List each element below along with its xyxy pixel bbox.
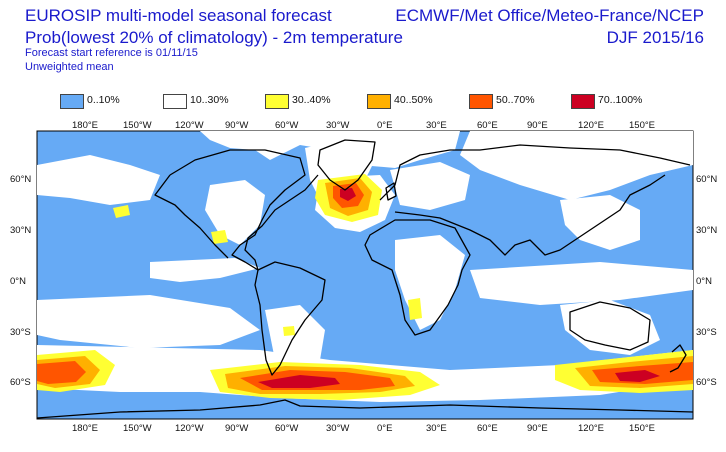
legend-swatch xyxy=(60,94,84,109)
longitude-label-bottom: 30°W xyxy=(326,423,350,434)
longitude-label-bottom: 120°E xyxy=(578,423,604,434)
longitude-label-top: 30°E xyxy=(426,120,447,131)
yellow-patch-3 xyxy=(408,298,422,320)
longitude-label-bottom: 0°E xyxy=(377,423,393,434)
coastline-new-zealand xyxy=(669,344,687,373)
longitude-label-bottom: 60°E xyxy=(477,423,498,434)
latitude-label-right: 30°N xyxy=(696,225,718,236)
dark-red-south-atlantic xyxy=(258,375,340,388)
longitude-label-bottom: 180°E xyxy=(72,423,98,434)
region-eastern-equatorial-pacific xyxy=(150,258,260,282)
region-70-100 xyxy=(258,188,660,388)
longitude-label-top: 180°E xyxy=(72,120,98,131)
longitude-label-top: 90°W xyxy=(225,120,249,131)
longitude-label-bottom: 120°W xyxy=(175,423,204,434)
legend-swatch xyxy=(163,94,187,109)
coastline-africa xyxy=(364,219,471,336)
longitude-label-top: 120°E xyxy=(578,120,604,131)
map-title-line2: Prob(lowest 20% of climatology) - 2m tem… xyxy=(25,28,403,47)
coastlines xyxy=(36,139,694,419)
latitude-label-left: 60°S xyxy=(10,377,31,388)
longitude-label-top: 120°W xyxy=(175,120,204,131)
coastline-uk xyxy=(385,182,397,201)
legend-swatch xyxy=(367,94,391,109)
longitude-label-top: 0°E xyxy=(377,120,393,131)
legend-label: 0..10% xyxy=(87,94,120,106)
coastline-south-america xyxy=(254,261,326,376)
longitude-label-bottom: 150°E xyxy=(629,423,655,434)
map-title-line1: EUROSIP multi-model seasonal forecast xyxy=(25,6,332,25)
coastline-greenland xyxy=(317,139,376,191)
legend-label: 70..100% xyxy=(598,94,643,106)
latitude-label-right: 0°N xyxy=(696,276,712,287)
yellow-patch-2 xyxy=(211,230,228,244)
region-northeast-pacific xyxy=(37,155,160,205)
longitude-label-top: 150°W xyxy=(123,120,152,131)
region-indian-ocean xyxy=(470,262,693,305)
legend-swatch xyxy=(469,94,493,109)
longitude-label-top: 90°E xyxy=(527,120,548,131)
weighting-note: Unweighted mean xyxy=(25,61,114,73)
yellow-patch-4 xyxy=(283,326,295,336)
legend-label: 40..50% xyxy=(394,94,433,106)
longitude-label-top: 150°E xyxy=(629,120,655,131)
centres-label: ECMWF/Met Office/Meteo-France/NCEP xyxy=(395,6,704,25)
legend-swatch xyxy=(571,94,595,109)
region-south-pacific xyxy=(37,295,260,348)
latitude-label-left: 0°N xyxy=(10,276,26,287)
coastline-eurasia xyxy=(379,144,691,256)
season-label: DJF 2015/16 xyxy=(606,28,704,47)
legend-swatch xyxy=(265,94,289,109)
dark-red-north-atlantic xyxy=(340,188,356,201)
latitude-label-left: 30°N xyxy=(10,225,32,236)
longitude-label-bottom: 60°W xyxy=(275,423,299,434)
forecast-reference: Forecast start reference is 01/11/15 xyxy=(25,47,198,59)
yellow-patch-1 xyxy=(113,205,130,218)
latitude-label-right: 60°S xyxy=(696,377,717,388)
red-orange-southwest-pacific xyxy=(37,361,86,384)
dark-red-southern-indian xyxy=(615,370,660,382)
coastline-australia xyxy=(569,301,651,351)
longitude-label-top: 60°W xyxy=(275,120,299,131)
region-europe xyxy=(390,162,470,210)
region-north-america-patch xyxy=(205,180,265,245)
legend-label: 50..70% xyxy=(496,94,535,106)
region-australia xyxy=(560,300,660,355)
longitude-label-bottom: 90°E xyxy=(527,423,548,434)
longitude-label-bottom: 90°W xyxy=(225,423,249,434)
latitude-label-left: 30°S xyxy=(10,327,31,338)
legend-label: 10..30% xyxy=(190,94,229,106)
longitude-label-top: 30°W xyxy=(326,120,350,131)
latitude-label-right: 30°S xyxy=(696,327,717,338)
region-siberia xyxy=(460,131,693,200)
coastline-north-america xyxy=(154,149,319,271)
coastline-antarctica xyxy=(36,399,694,419)
latitude-label-right: 60°N xyxy=(696,174,718,185)
longitude-label-bottom: 150°W xyxy=(123,423,152,434)
longitude-label-bottom: 30°E xyxy=(426,423,447,434)
longitude-label-top: 60°E xyxy=(477,120,498,131)
legend-label: 30..40% xyxy=(292,94,331,106)
latitude-label-left: 60°N xyxy=(10,174,32,185)
